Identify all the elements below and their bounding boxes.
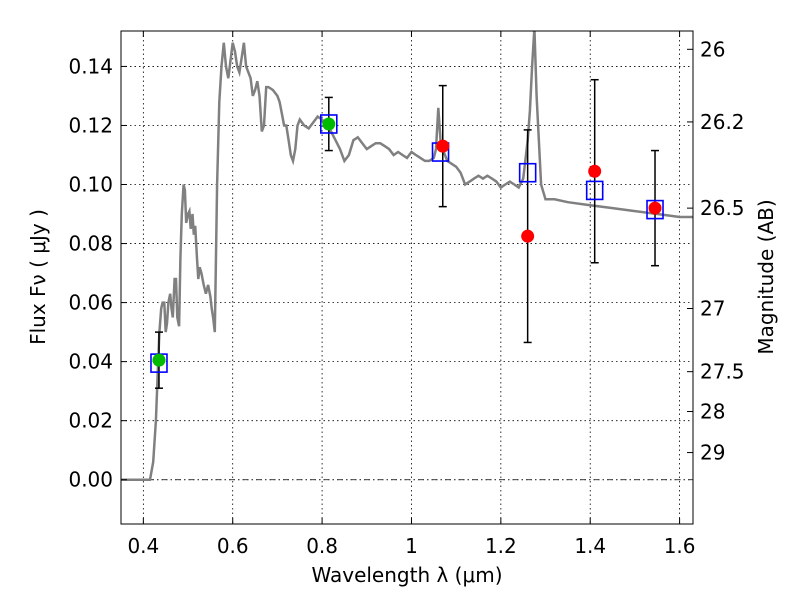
y-tick-label: 0.08 [68,232,113,256]
y2-tick-label: 28 [700,400,725,424]
plot-area [121,31,693,481]
data-point [521,229,535,243]
axes: 0.4 0.6 0.8 1 1.2 1.4 1.6 0.00 0.02 0.04 0.06 0.08 0… [68,31,745,558]
model-square-marker [518,162,537,183]
y-tick-label: 0.02 [68,409,113,433]
x-tick-label: 1.4 [574,534,606,558]
x-tick-label: 1.6 [664,534,696,558]
y-tick-label: 0.04 [68,350,113,374]
data-point [436,139,450,153]
y2-tick-label: 26.2 [700,110,745,134]
x-tick-label: 1.2 [485,534,517,558]
y-tick-label: 0.14 [68,54,113,78]
y2-tick-label: 27 [700,296,725,320]
x-tick-label: 0.4 [127,534,159,558]
y2-tick-label: 29 [700,441,725,465]
y2-tick-label: 27.5 [700,360,745,384]
y2-tick-label: 26 [700,37,725,61]
model-square-marker [585,180,604,201]
data-point [648,201,662,215]
plot-frame [120,30,694,525]
data-point [152,353,166,367]
x-axis-label: Wavelength λ (μm) [311,563,502,587]
x-tick-label: 1 [405,534,418,558]
y-tick-label: 0.06 [68,291,113,315]
x-tick-label: 0.8 [306,534,338,558]
x-tick-label: 0.6 [217,534,249,558]
y-tick-label: 0.12 [68,113,113,137]
data-point [588,164,602,178]
model-square-marker [319,114,338,134]
model-square-marker [646,199,664,220]
sed-line [121,31,693,481]
y-axis-label: Flux Fν ( μJy ) [26,209,50,345]
y-tick-label: 0.00 [68,468,113,492]
y-tick-label: 0.10 [68,173,113,197]
right-axis-label: Magnitude (AB) [754,199,778,354]
y2-tick-label: 26.5 [700,196,745,220]
data-point [322,117,336,131]
